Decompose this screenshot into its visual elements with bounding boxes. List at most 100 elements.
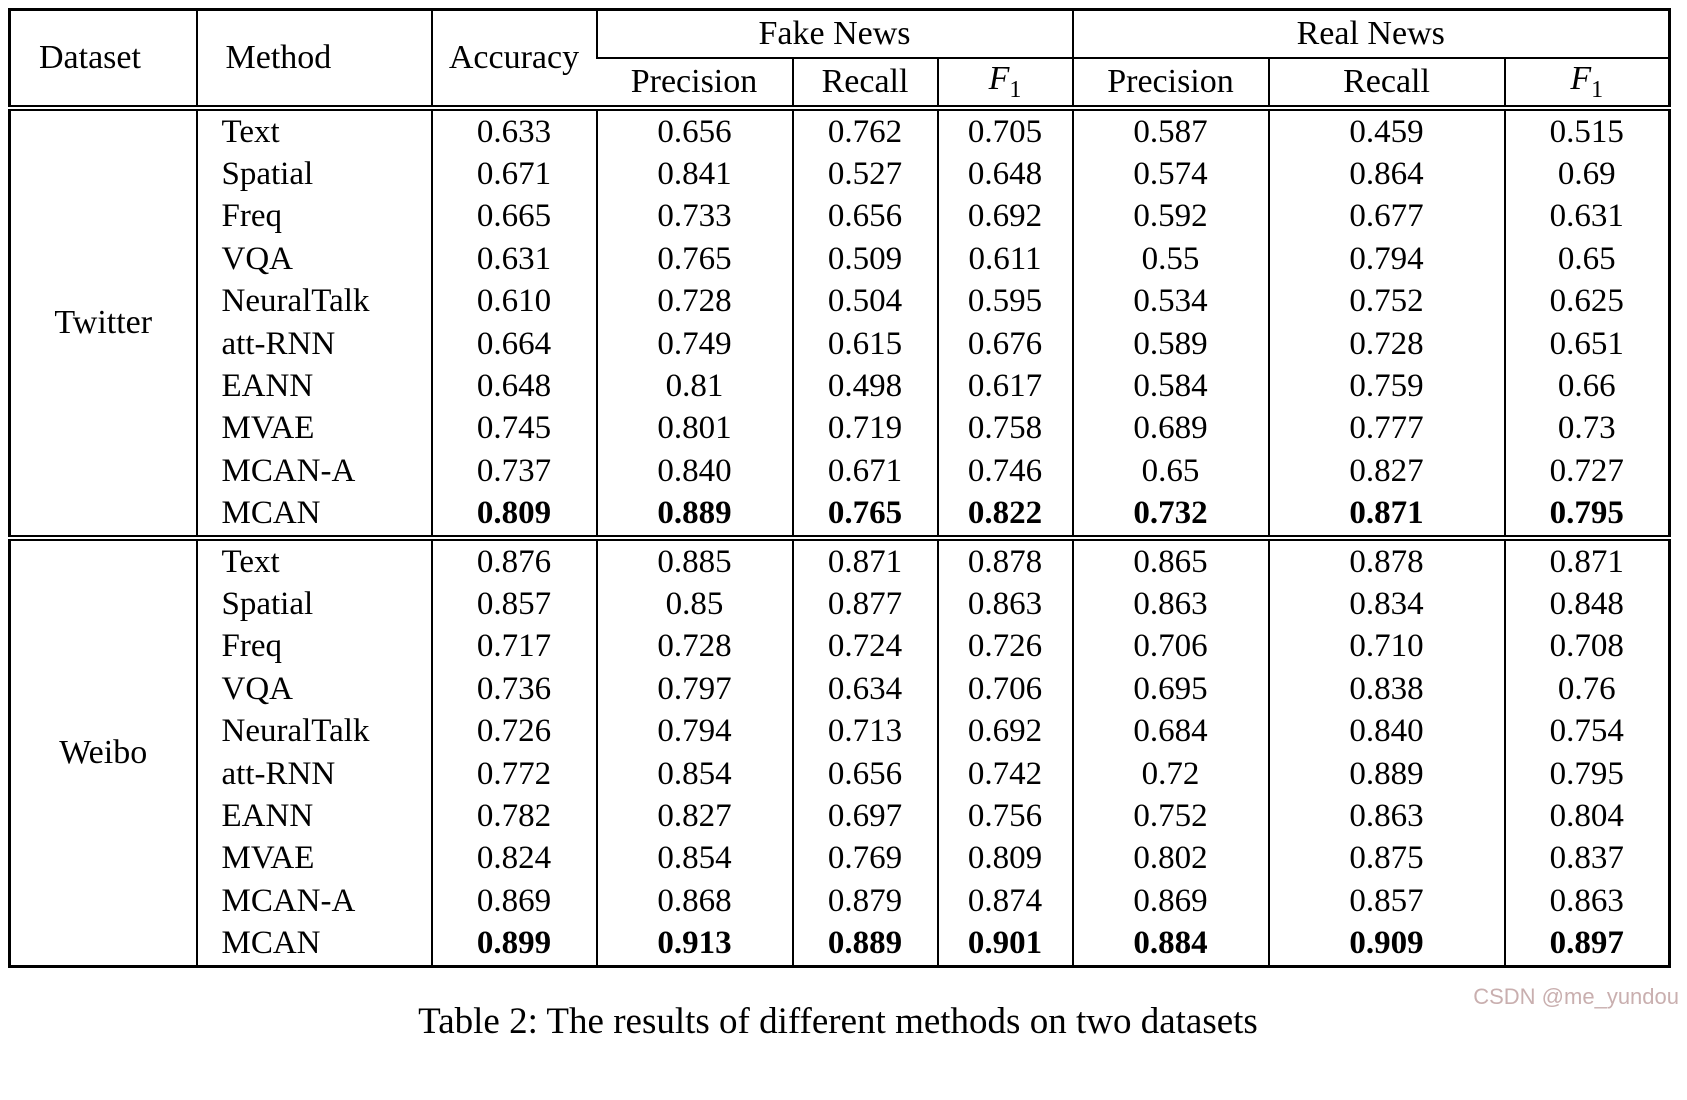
dataset-cell: Weibo — [59, 733, 148, 771]
method-cell: MCAN — [195, 922, 432, 967]
value-cell: 0.724 — [791, 625, 938, 669]
method-cell: Spatial — [195, 583, 432, 626]
table-row: MVAE 0.745 0.801 0.719 0.758 0.689 0.777 0.73 — [10, 407, 1670, 451]
method-cell: att-RNN — [195, 322, 432, 366]
value-cell: 0.73 — [1503, 407, 1670, 451]
value-cell: 0.634 — [791, 668, 938, 711]
table-row: Twitter Text 0.633 0.656 0.762 0.705 0.587 0.45… — [10, 108, 1670, 341]
value-cell: 0.595 — [936, 280, 1073, 323]
table-row: VQA 0.631 0.765 0.509 0.611 0.55 0.794 0.65 — [10, 238, 1670, 281]
table-header: Dataset Method Accuracy Fake News Real N… — [10, 9, 1670, 108]
value-cell: 0.574 — [1071, 153, 1269, 196]
table-row: VQA 0.736 0.797 0.634 0.706 0.695 0.838 0.76 — [10, 668, 1670, 711]
method-cell: Text — [195, 537, 432, 584]
value-cell: 0.65 — [1503, 238, 1670, 281]
value-cell: 0.782 — [430, 795, 597, 838]
col-header-fake-news: Fake News — [595, 9, 1073, 59]
value-cell: 0.854 — [595, 752, 793, 796]
value-cell: 0.801 — [595, 407, 793, 451]
value-cell: 0.901 — [936, 922, 1073, 967]
value-cell: 0.827 — [595, 795, 793, 838]
section-twitter: Twitter Text 0.633 0.656 0.762 0.705 0.587 0.45… — [9, 108, 1670, 538]
value-cell: 0.878 — [1267, 537, 1505, 584]
value-cell: 0.515 — [1503, 108, 1670, 154]
paper-table-figure: Dataset Method Accuracy Fake News Real N… — [8, 8, 1671, 1043]
value-cell: 0.794 — [595, 710, 793, 753]
col-header-fake-recall: Recall — [791, 58, 938, 108]
value-cell: 0.631 — [430, 238, 597, 281]
col-header-fake-precision: Precision — [630, 63, 758, 100]
value-cell: 0.822 — [936, 492, 1073, 538]
method-cell: Freq — [195, 625, 432, 669]
value-cell: 0.809 — [936, 837, 1073, 881]
table-row: Weibo Text 0.876 0.885 0.871 0.878 0.865 0.878 0… — [10, 537, 1670, 771]
value-cell: 0.804 — [1503, 795, 1670, 838]
col-header-method: Method — [195, 9, 432, 108]
value-cell: 0.854 — [595, 837, 793, 881]
value-cell: 0.65 — [1071, 450, 1269, 493]
value-cell: 0.615 — [791, 322, 938, 366]
table-row: Freq 0.665 0.733 0.656 0.692 0.592 0.677 0.631 — [10, 195, 1670, 239]
value-cell: 0.863 — [1267, 795, 1505, 838]
value-cell: 0.708 — [1503, 625, 1670, 669]
method-cell: att-RNN — [195, 752, 432, 796]
value-cell: 0.869 — [430, 880, 597, 923]
value-cell: 0.732 — [1071, 492, 1269, 538]
method-cell: MCAN-A — [195, 880, 432, 923]
col-header-real-news: Real News — [1071, 9, 1670, 59]
value-cell: 0.834 — [1267, 583, 1505, 626]
value-cell: 0.625 — [1503, 280, 1670, 323]
value-cell: 0.871 — [1503, 537, 1670, 584]
value-cell: 0.726 — [936, 625, 1073, 669]
value-cell: 0.85 — [595, 583, 793, 626]
value-cell: 0.759 — [1267, 365, 1505, 408]
value-cell: 0.710 — [1267, 625, 1505, 669]
value-cell: 0.838 — [1267, 668, 1505, 711]
value-cell: 0.656 — [791, 752, 938, 796]
value-cell: 0.840 — [1267, 710, 1505, 753]
value-cell: 0.809 — [430, 492, 597, 538]
col-header-real-f1: F1 — [1503, 58, 1670, 108]
col-header-accuracy: Accuracy — [430, 9, 597, 108]
table-row: MCAN-A 0.869 0.868 0.879 0.874 0.869 0.857 0.86… — [10, 880, 1670, 923]
value-cell: 0.889 — [791, 922, 938, 967]
value-cell: 0.794 — [1267, 238, 1505, 281]
value-cell: 0.509 — [791, 238, 938, 281]
value-cell: 0.697 — [791, 795, 938, 838]
table-row: EANN 0.648 0.81 0.498 0.617 0.584 0.759 0.66 — [10, 365, 1670, 408]
table-row: MVAE 0.824 0.854 0.769 0.809 0.802 0.875 0.837 — [10, 837, 1670, 881]
value-cell: 0.592 — [1071, 195, 1269, 239]
value-cell: 0.840 — [595, 450, 793, 493]
section-weibo: Weibo Text 0.876 0.885 0.871 0.878 0.865 0.878 0… — [9, 537, 1670, 967]
value-cell: 0.72 — [1071, 752, 1269, 796]
value-cell: 0.884 — [1071, 922, 1269, 967]
results-table: Dataset Method Accuracy Fake News Real N… — [8, 8, 1671, 968]
value-cell: 0.745 — [430, 407, 597, 451]
value-cell: 0.736 — [430, 668, 597, 711]
value-cell: 0.728 — [1267, 322, 1505, 366]
value-cell: 0.651 — [1503, 322, 1670, 366]
f1-subscript: 1 — [1591, 76, 1604, 103]
value-cell: 0.656 — [595, 108, 793, 154]
value-cell: 0.717 — [430, 625, 597, 669]
value-cell: 0.827 — [1267, 450, 1505, 493]
value-cell: 0.863 — [1071, 583, 1269, 626]
value-cell: 0.713 — [791, 710, 938, 753]
value-cell: 0.863 — [1503, 880, 1670, 923]
method-cell: VQA — [195, 668, 432, 711]
value-cell: 0.684 — [1071, 710, 1269, 753]
value-cell: 0.758 — [936, 407, 1073, 451]
value-cell: 0.584 — [1071, 365, 1269, 408]
value-cell: 0.802 — [1071, 837, 1269, 881]
value-cell: 0.863 — [936, 583, 1073, 626]
header-row-groups: Dataset Method Accuracy Fake News Real N… — [10, 9, 1670, 108]
table-row: Freq 0.717 0.728 0.724 0.726 0.706 0.710 0.708 — [10, 625, 1670, 669]
header-row-metrics: Precision Recall F1 Precision Recall F1 — [10, 58, 1670, 108]
value-cell: 0.871 — [791, 537, 938, 584]
method-cell: EANN — [195, 365, 432, 408]
method-cell: MCAN-A — [195, 450, 432, 493]
value-cell: 0.877 — [791, 583, 938, 626]
value-cell: 0.795 — [1503, 492, 1670, 538]
value-cell: 0.857 — [1267, 880, 1505, 923]
value-cell: 0.885 — [595, 537, 793, 584]
